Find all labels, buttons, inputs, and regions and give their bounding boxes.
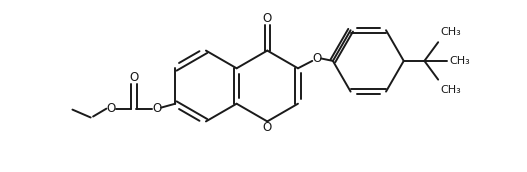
Text: CH₃: CH₃: [441, 84, 461, 95]
Text: O: O: [152, 102, 161, 115]
Text: O: O: [106, 102, 116, 115]
Text: O: O: [312, 52, 321, 65]
Text: O: O: [129, 71, 139, 84]
Text: CH₃: CH₃: [441, 27, 461, 37]
Text: CH₃: CH₃: [449, 56, 470, 66]
Text: O: O: [262, 12, 272, 25]
Text: O: O: [262, 121, 272, 134]
